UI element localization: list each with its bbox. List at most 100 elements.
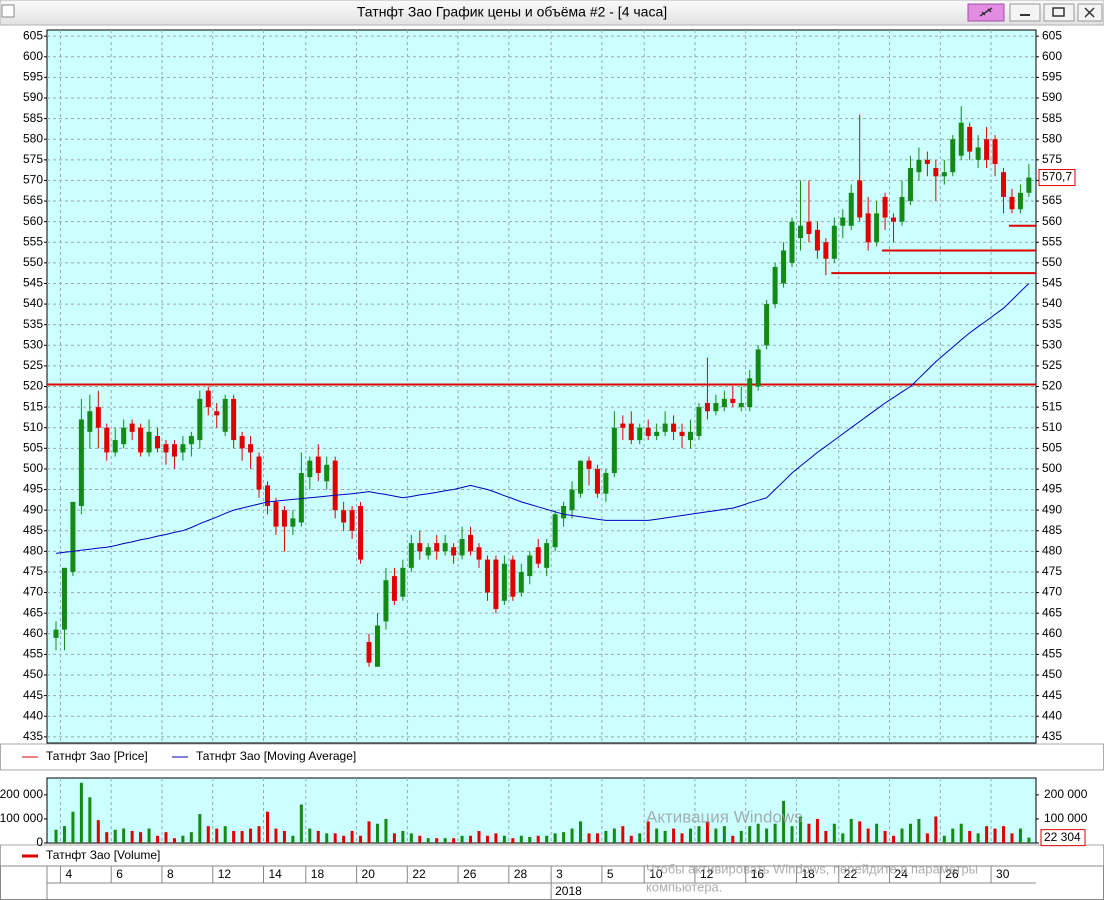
volume-bar xyxy=(562,832,566,843)
candle-body xyxy=(155,435,161,449)
y-tick-label-right: 535 xyxy=(1042,317,1062,331)
candle-body xyxy=(704,402,710,412)
volume-bar xyxy=(748,826,752,843)
last-volume-box xyxy=(1040,829,1086,847)
y-tick-label: 465 xyxy=(23,605,43,619)
candle-body xyxy=(341,510,347,523)
candle-body xyxy=(366,642,372,663)
candle-body xyxy=(231,398,237,441)
restore-button[interactable] xyxy=(1043,3,1075,22)
volume-bar xyxy=(646,821,650,843)
volume-bar xyxy=(232,830,236,843)
candle-body xyxy=(53,629,59,638)
volume-bar xyxy=(316,830,320,843)
candle-body xyxy=(561,506,567,519)
y-tick-label-right: 200 000 xyxy=(1044,787,1088,801)
volume-bar xyxy=(409,833,413,843)
y-tick-label-right: 505 xyxy=(1042,440,1062,454)
y-tick-label-right: 600 xyxy=(1042,49,1062,63)
y-tick-label-right: 445 xyxy=(1042,688,1062,702)
candle-body xyxy=(814,229,820,251)
y-tick-label: 570 xyxy=(23,173,43,187)
candle-body xyxy=(586,460,592,469)
volume-bar xyxy=(130,830,134,843)
candle-body xyxy=(933,168,939,177)
volume-bar xyxy=(545,835,549,843)
candle-body xyxy=(857,180,863,218)
candle-body xyxy=(696,407,702,436)
y-tick-label: 435 xyxy=(23,729,43,743)
y-tick-label: 530 xyxy=(23,337,43,351)
candle-body xyxy=(358,506,364,560)
volume-bar xyxy=(925,833,929,843)
volume-bar xyxy=(147,828,151,843)
candle-body xyxy=(324,464,330,482)
y-tick-label-right: 545 xyxy=(1042,276,1062,290)
volume-bar xyxy=(807,823,811,843)
volume-bar xyxy=(79,782,83,843)
candle-body xyxy=(797,225,803,239)
title-bar xyxy=(0,0,1104,26)
volume-bar xyxy=(113,829,117,843)
volume-bar xyxy=(790,826,794,843)
volume-bar xyxy=(655,828,659,843)
x-tick-label: 6 xyxy=(116,867,123,881)
y-tick-label-right: 435 xyxy=(1042,729,1062,743)
volume-bar xyxy=(502,835,506,843)
volume-bar xyxy=(892,835,896,843)
y-tick-label: 495 xyxy=(23,482,43,496)
candle-body xyxy=(391,576,397,601)
volume-bar xyxy=(54,829,58,843)
candle-body xyxy=(78,419,84,507)
candle-body xyxy=(239,435,245,449)
y-tick-label: 505 xyxy=(23,440,43,454)
x-tick-label: 22 xyxy=(844,867,858,881)
watermark-line: Чтобы активировать Windows, перейдите в … xyxy=(646,861,978,876)
volume-bar xyxy=(697,826,701,843)
volume-bar xyxy=(325,833,329,843)
candle-body xyxy=(882,196,888,218)
y-tick-label: 580 xyxy=(23,131,43,145)
volume-bar xyxy=(215,828,219,843)
candle-body xyxy=(265,485,270,507)
volume-bar xyxy=(570,828,574,843)
y-tick-label-right: 480 xyxy=(1042,544,1062,558)
candle-body xyxy=(315,456,321,474)
y-tick-label-right: 450 xyxy=(1042,667,1062,681)
y-tick-label: 545 xyxy=(23,276,43,290)
y-tick-label-right: 560 xyxy=(1042,214,1062,228)
window-icon xyxy=(1,4,15,18)
y-tick-label: 560 xyxy=(23,214,43,228)
candle-body xyxy=(1026,177,1032,193)
minimize-button[interactable] xyxy=(1009,3,1041,22)
y-tick-label: 600 xyxy=(23,49,43,63)
candle-body xyxy=(806,221,812,235)
x-tick-label: 16 xyxy=(751,867,765,881)
volume-bar xyxy=(672,828,676,843)
volume-bar xyxy=(519,835,523,843)
legend-label: Татнфт Зао [Volume] xyxy=(46,848,160,862)
volume-bar xyxy=(536,835,540,843)
y-tick-label-right: 525 xyxy=(1042,358,1062,372)
volume-bar xyxy=(858,821,862,843)
candle-body xyxy=(899,196,905,222)
volume-bar xyxy=(485,835,489,843)
y-tick-label: 515 xyxy=(23,399,43,413)
volume-bar xyxy=(612,828,616,843)
volume-bar xyxy=(342,835,346,843)
candle-body xyxy=(569,489,575,511)
x-tick-label: 8 xyxy=(167,867,174,881)
y-tick-label-right: 540 xyxy=(1042,296,1062,310)
candle-body xyxy=(552,514,558,548)
volume-bar xyxy=(156,835,160,843)
candle-body xyxy=(163,444,169,453)
y-tick-label-right: 550 xyxy=(1042,255,1062,269)
x-tick-label: 20 xyxy=(362,867,376,881)
y-tick-label: 540 xyxy=(23,296,43,310)
volume-bar xyxy=(1027,837,1031,843)
candle-body xyxy=(451,547,457,556)
candle-body xyxy=(772,266,778,305)
y-tick-label: 535 xyxy=(23,317,43,331)
volume-bar xyxy=(621,826,625,843)
candle-body xyxy=(941,172,947,177)
